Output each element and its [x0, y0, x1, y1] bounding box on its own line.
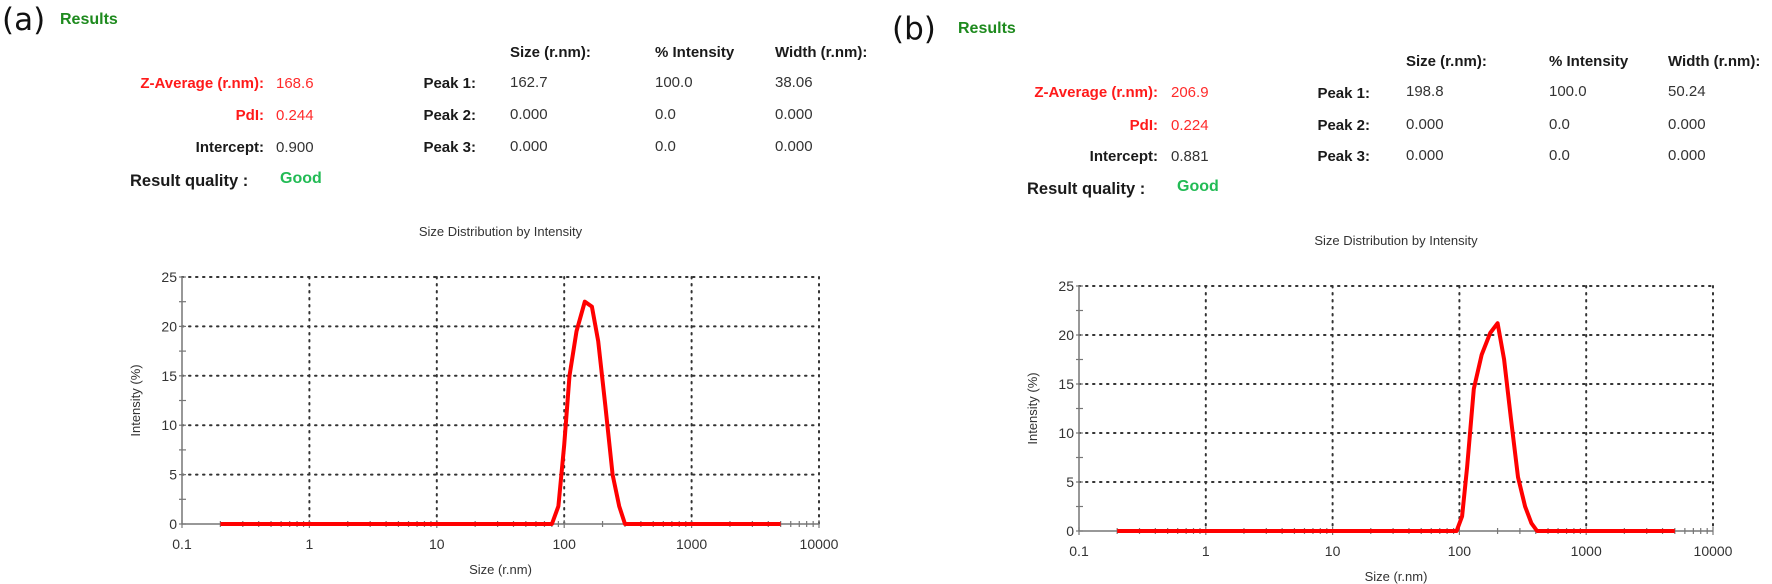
results-title-a: Results [60, 11, 118, 28]
peak-size-a: 0.000 [510, 138, 548, 155]
x-tick-label: 1 [306, 536, 314, 552]
y-tick-label: 10 [1058, 425, 1074, 441]
pdi-label-b: PdI: [1129, 117, 1158, 134]
peak-width-a: 0.000 [775, 106, 813, 123]
peak-label-a: Peak 3: [423, 139, 476, 156]
y-tick-label: 0 [1066, 523, 1074, 539]
x-tick-label: 100 [553, 536, 577, 552]
peak-size-a: 162.7 [510, 74, 548, 91]
peak-intensity-b: 0.0 [1549, 116, 1570, 133]
peak-size-b: 198.8 [1406, 83, 1444, 100]
peaks-header-size-a: Size (r.nm): [510, 44, 591, 61]
y-tick-label: 15 [1058, 376, 1074, 392]
x-tick-label: 10 [429, 536, 445, 552]
intercept-value-b: 0.881 [1171, 148, 1209, 165]
x-tick-label: 10000 [1694, 543, 1733, 559]
peaks-header-size-b: Size (r.nm): [1406, 53, 1487, 70]
peak-label-b: Peak 1: [1317, 85, 1370, 102]
z-average-value-b: 206.9 [1171, 84, 1209, 101]
peak-intensity-a: 0.0 [655, 138, 676, 155]
intercept-value-a: 0.900 [276, 139, 314, 156]
x-tick-label: 1 [1202, 543, 1210, 559]
peak-intensity-b: 0.0 [1549, 147, 1570, 164]
x-tick-label: 1000 [676, 536, 707, 552]
result-quality-value-a: Good [280, 170, 322, 187]
peak-intensity-b: 100.0 [1549, 83, 1587, 100]
panel-label-b: (b) [892, 11, 936, 47]
result-quality-value-b: Good [1177, 178, 1219, 195]
peak-width-a: 0.000 [775, 138, 813, 155]
x-tick-label: 1000 [1571, 543, 1602, 559]
peak-size-a: 0.000 [510, 106, 548, 123]
peaks-header-width-a: Width (r.nm): [775, 44, 868, 61]
y-tick-label: 25 [1058, 278, 1074, 294]
intensity-series-line [220, 299, 781, 526]
z-average-label-a: Z-Average (r.nm): [140, 75, 264, 92]
peak-width-b: 0.000 [1668, 116, 1706, 133]
z-average-label-b: Z-Average (r.nm): [1034, 84, 1158, 101]
y-tick-label: 20 [1058, 327, 1074, 343]
y-tick-label: 10 [161, 417, 177, 433]
pdi-value-a: 0.244 [276, 107, 314, 124]
peak-label-a: Peak 1: [423, 75, 476, 92]
peaks-header-intensity-a: % Intensity [655, 44, 735, 61]
y-tick-label: 20 [161, 318, 177, 334]
x-tick-label: 10000 [800, 536, 839, 552]
chart-title: Size Distribution by Intensity [419, 224, 583, 239]
peaks-header-width-b: Width (r.nm): [1668, 53, 1761, 70]
x-axis-label: Size (r.nm) [469, 562, 532, 577]
y-tick-label: 5 [1066, 474, 1074, 490]
y-tick-label: 25 [161, 269, 177, 285]
peaks-header-intensity-b: % Intensity [1549, 53, 1629, 70]
peak-width-a: 38.06 [775, 74, 813, 91]
result-quality-label-b: Result quality : [1027, 180, 1146, 198]
chart-title: Size Distribution by Intensity [1314, 233, 1478, 248]
peak-size-b: 0.000 [1406, 116, 1444, 133]
y-tick-label: 0 [169, 516, 177, 532]
intensity-series-line [1117, 321, 1675, 533]
panel-label-a: (a) [2, 2, 46, 38]
x-tick-label: 100 [1448, 543, 1472, 559]
peak-intensity-a: 100.0 [655, 74, 693, 91]
y-axis-label: Intensity (%) [1025, 372, 1040, 444]
pdi-value-b: 0.224 [1171, 117, 1209, 134]
peak-width-b: 0.000 [1668, 147, 1706, 164]
peak-label-a: Peak 2: [423, 107, 476, 124]
x-axis-label: Size (r.nm) [1365, 569, 1428, 584]
peak-size-b: 0.000 [1406, 147, 1444, 164]
results-title-b: Results [958, 20, 1016, 37]
size-distribution-chart-a: Size Distribution by Intensity 0 5 10 15 20 25… [128, 224, 839, 577]
x-tick-label: 10 [1325, 543, 1341, 559]
peak-label-b: Peak 3: [1317, 148, 1370, 165]
x-tick-label: 0.1 [1069, 543, 1089, 559]
y-tick-label: 5 [169, 467, 177, 483]
peak-width-b: 50.24 [1668, 83, 1706, 100]
x-tick-label: 0.1 [172, 536, 192, 552]
result-quality-label-a: Result quality : [130, 172, 249, 190]
pdi-label-a: PdI: [235, 107, 264, 124]
peak-label-b: Peak 2: [1317, 117, 1370, 134]
z-average-value-a: 168.6 [276, 75, 314, 92]
peak-intensity-a: 0.0 [655, 106, 676, 123]
y-axis-label: Intensity (%) [128, 364, 143, 436]
intercept-label-b: Intercept: [1089, 148, 1158, 165]
y-tick-label: 15 [161, 368, 177, 384]
intercept-label-a: Intercept: [195, 139, 264, 156]
